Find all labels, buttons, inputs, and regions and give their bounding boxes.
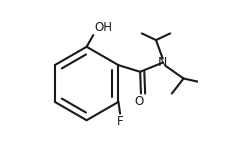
Text: O: O: [134, 95, 143, 108]
Text: OH: OH: [94, 21, 112, 34]
Text: F: F: [116, 115, 123, 128]
Text: N: N: [157, 56, 167, 69]
